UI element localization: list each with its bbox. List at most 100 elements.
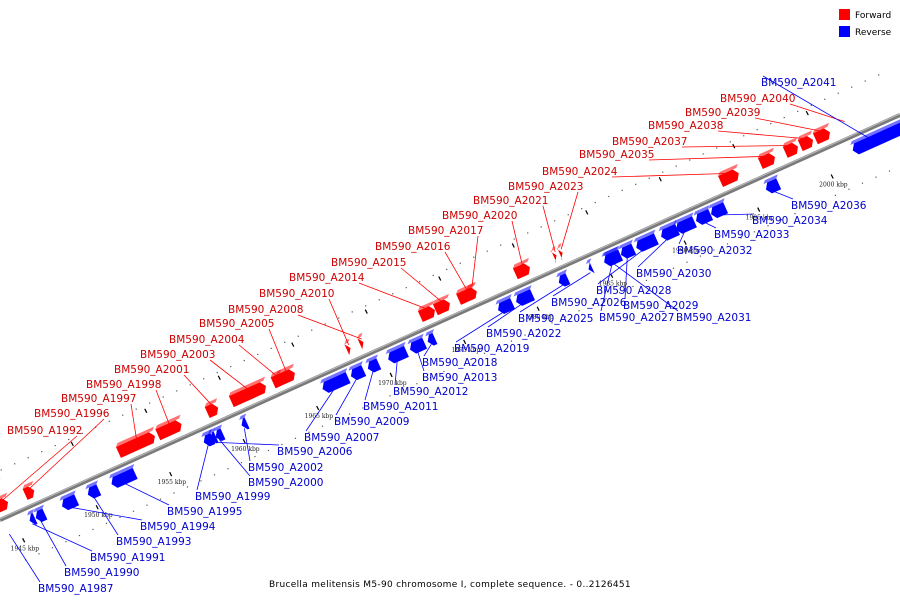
scale-dot: [567, 214, 569, 216]
gene-body: [215, 428, 226, 442]
scale-dot: [402, 389, 405, 391]
gene-label-reverse: BM590_A2026: [551, 297, 627, 309]
label-leader: [648, 155, 768, 161]
gene-bevel: [275, 363, 294, 375]
gene-bevel: [201, 429, 212, 438]
scale-dot: [672, 267, 675, 269]
tick-label: 1975 kbp: [452, 347, 481, 354]
label-leader: [519, 284, 564, 313]
tick-label: 1980 kbp: [525, 314, 554, 321]
gene-body: [812, 128, 830, 145]
scale-dot: [375, 401, 378, 403]
gene-body: [322, 372, 351, 393]
scale-dot: [338, 317, 340, 319]
scale-dot: [68, 438, 70, 441]
reverse-gene: [693, 205, 714, 225]
scale-dot: [294, 437, 297, 439]
label-leader: [394, 359, 398, 386]
gene-label-forward: BM590_A2005: [199, 318, 274, 330]
tick-mark: [291, 342, 295, 347]
scale-dot: [108, 420, 110, 422]
tick-mark: [511, 243, 515, 248]
gene-body: [388, 345, 409, 364]
reverse-gene: [495, 294, 516, 314]
scale-dot: [780, 219, 783, 221]
scale-dot: [51, 547, 54, 549]
gene-label-reverse: BM590_A2025: [518, 313, 593, 325]
reverse-gene: [658, 219, 681, 241]
label-leader: [542, 205, 556, 253]
gene-bevel: [320, 368, 348, 384]
reverse-gene: [59, 490, 80, 511]
tick-mark: [389, 372, 393, 378]
gene-body: [367, 358, 382, 373]
gene-bevel: [618, 239, 633, 250]
gene-bevel: [693, 205, 710, 216]
gene-label-reverse: BM590_A2031: [676, 312, 751, 324]
reverse-gene: [320, 368, 351, 393]
scale-dot: [848, 188, 850, 190]
forward-gene: [718, 163, 739, 187]
scale-dot: [578, 310, 580, 312]
gene-label-forward: BM590_A1996: [34, 408, 110, 420]
tick-label: 1985 kbp: [599, 281, 628, 288]
gene-label-forward: BM590_A1997: [61, 393, 136, 405]
gene-label-forward: BM590_A2004: [169, 334, 245, 346]
tick-mark: [242, 438, 246, 444]
scale-dot: [432, 274, 434, 277]
forward-gene: [115, 426, 155, 458]
forward-gene: [782, 137, 799, 158]
gene-bevel: [757, 147, 775, 159]
reverse-gene: [633, 229, 659, 252]
gene-bevel: [239, 413, 247, 421]
gene-body: [417, 306, 435, 323]
legend-reverse-label: Reverse: [855, 28, 892, 38]
reverse-gene: [213, 424, 226, 442]
scale-dot: [95, 426, 97, 428]
forward-gene: [357, 332, 364, 350]
legend: Forward Reverse: [839, 9, 892, 38]
forward-gene: [556, 243, 563, 260]
gene-body: [203, 432, 216, 447]
gene-body: [357, 338, 364, 350]
gene-label-forward: BM590_A1992: [7, 425, 82, 437]
label-leader: [552, 272, 591, 297]
gene-label-forward: BM590_A2035: [579, 149, 654, 161]
scale-dot: [527, 232, 529, 234]
reverse-gene: [348, 361, 367, 381]
label-leader: [624, 255, 628, 300]
gene-label-forward: BM590_A2010: [259, 288, 334, 300]
scale-dot: [743, 135, 745, 137]
tick-mark: [22, 538, 26, 543]
gene-body: [410, 337, 428, 354]
reverse-gene: [27, 509, 38, 525]
gene-body: [696, 209, 714, 225]
chromosome-backbone: [0, 113, 900, 522]
scale-dot: [159, 498, 162, 500]
gene-label-forward: BM590_A2015: [331, 257, 406, 269]
scale-dot: [834, 194, 837, 196]
tick-label: 1970 kbp: [378, 380, 407, 387]
gene-body: [588, 262, 595, 274]
scale-dot: [605, 298, 607, 300]
gene-label-forward: BM590_A2040: [720, 93, 795, 105]
scale-dot: [591, 304, 594, 306]
gene-body: [516, 289, 536, 306]
label-leader: [243, 428, 251, 462]
scale-dot: [216, 372, 218, 374]
scale-dot: [456, 364, 459, 367]
scale-dot: [321, 425, 324, 427]
label-leader: [305, 387, 336, 432]
gene-bevel: [797, 130, 813, 141]
tick-mark: [144, 408, 148, 414]
tick-mark: [830, 174, 834, 179]
tick-mark: [463, 339, 467, 345]
scale-dot: [146, 504, 148, 506]
gene-bevel: [782, 137, 798, 147]
scale-dot: [405, 287, 407, 289]
gene-body: [155, 420, 182, 441]
scale-dot: [186, 486, 189, 488]
gene-bevel: [432, 293, 450, 305]
scale-dot: [689, 159, 691, 161]
